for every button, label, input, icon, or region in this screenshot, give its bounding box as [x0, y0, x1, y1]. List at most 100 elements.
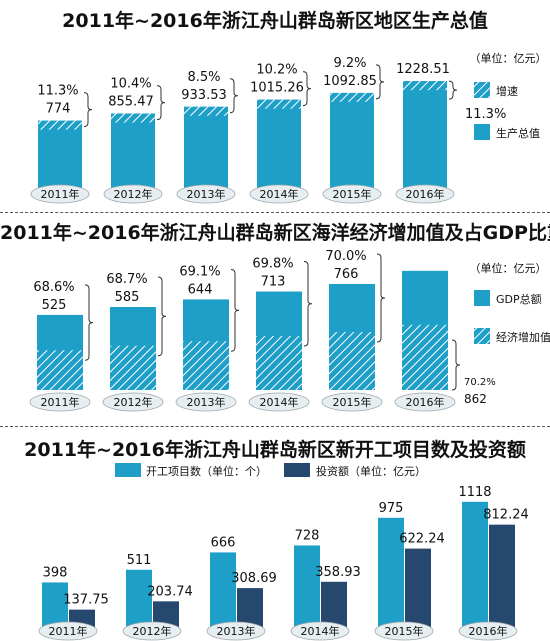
investment-value-label-2: 308.69 — [231, 571, 277, 586]
investment-bar-2 — [237, 588, 263, 627]
projects-x-label-5: 2016年 — [469, 624, 508, 638]
gdp-value-label-3: 1015.26 — [250, 81, 304, 96]
gdp-value-label-5: 1228.51 — [396, 62, 450, 77]
growth-rate-label-4: 9.2% — [333, 56, 366, 71]
investment-bar-4 — [405, 548, 431, 627]
marine-value-bar-0 — [37, 350, 83, 390]
projects-value-label-1: 511 — [127, 553, 152, 568]
marine-economy-chart: 68.6% 525 2011年 68.7% 585 2012年 69.1% 644 2013年 6… — [29, 249, 550, 412]
legend-gdp-total-label: GDP总额 — [496, 292, 542, 306]
marine-x-label-5-base — [394, 392, 456, 412]
legend-growth-swatch — [474, 82, 490, 98]
growth-brace-1 — [156, 85, 166, 121]
marine-value-label-5: 862 — [464, 392, 487, 406]
projects-bar-3 — [294, 545, 320, 627]
growth-bar-0 — [38, 120, 82, 130]
legend-investment-swatch — [284, 463, 310, 477]
projects-value-label-2: 666 — [211, 535, 236, 550]
marine-x-label-1: 2012年 — [114, 395, 153, 409]
legend-projects-label: 开工项目数（单位：个） — [146, 464, 267, 478]
marine-economy-chart-section: 2011年~2016年浙江舟山群岛新区海洋经济增加值及占GDP比重 68.6% 5… — [0, 210, 550, 425]
marine-value-label-1: 585 — [115, 290, 140, 305]
marine-brace-5 — [451, 339, 461, 391]
gdp-value-label-2: 933.53 — [181, 88, 227, 103]
gdp-x-label-4: 2015年 — [333, 187, 372, 201]
marine-x-label-4: 2015年 — [333, 395, 372, 409]
growth-brace-4 — [375, 64, 385, 100]
gdp-x-label-2-base — [176, 184, 236, 204]
share-label-5: 70.2% — [464, 377, 496, 388]
projects-x-label-0: 2011年 — [49, 624, 88, 638]
gdp-value-label-0: 774 — [46, 102, 71, 117]
projects-x-label-1: 2012年 — [133, 624, 172, 638]
marine-x-label-4-base — [321, 392, 383, 412]
gdp-x-label-3: 2014年 — [260, 187, 299, 201]
projects-bar-0 — [42, 582, 68, 627]
share-label-0: 68.6% — [33, 280, 74, 295]
legend-gdp-label: 生产总值 — [496, 126, 540, 140]
growth-rate-label-3: 10.2% — [256, 63, 297, 78]
gdp-x-label-3-base — [249, 184, 309, 204]
marine-x-label-5: 2016年 — [406, 395, 445, 409]
growth-bar-5 — [403, 81, 447, 91]
projects-chart-title: 2011年~2016年浙江舟山群岛新区新开工项目数及投资额 — [24, 439, 526, 461]
gdp-x-label-4-base — [322, 184, 382, 204]
marine-value-label-0: 525 — [42, 298, 67, 313]
marine-value-bar-5 — [402, 324, 448, 390]
projects-bar-2 — [210, 552, 236, 627]
projects-x-label-4-base — [374, 621, 434, 641]
growth-bar-2 — [184, 106, 228, 116]
gdp-bar-0 — [38, 120, 82, 188]
growth-rate-label-5: 11.3% — [465, 107, 506, 122]
growth-brace-2 — [229, 78, 239, 114]
share-label-2: 69.1% — [179, 264, 220, 279]
marine-brace-1 — [157, 276, 167, 357]
projects-value-label-0: 398 — [43, 565, 68, 580]
projects-x-label-3-base — [290, 621, 350, 641]
gdp-x-label-0: 2011年 — [41, 187, 80, 201]
marine-brace-4 — [376, 253, 386, 343]
investment-value-label-5: 812.24 — [483, 508, 529, 523]
growth-rate-label-1: 10.4% — [110, 77, 151, 92]
share-label-1: 68.7% — [106, 272, 147, 287]
gdp-value-label-1: 855.47 — [108, 95, 154, 110]
marine-economy-chart-title: 2011年~2016年浙江舟山群岛新区海洋经济增加值及占GDP比重 — [0, 222, 550, 244]
projects-value-label-4: 975 — [379, 501, 404, 516]
marine-value-bar-3 — [256, 336, 302, 390]
marine-brace-2 — [230, 268, 240, 352]
growth-bar-3 — [257, 99, 301, 109]
gdp-x-label-5-base — [395, 184, 455, 204]
marine-value-label-2: 644 — [188, 282, 213, 297]
investment-value-label-1: 203.74 — [147, 584, 193, 599]
marine-value-bar-1 — [110, 345, 156, 390]
projects-bar-1 — [126, 569, 152, 627]
marine-x-label-3-base — [248, 392, 310, 412]
marine-x-label-0-base — [29, 392, 91, 412]
marine-x-label-0: 2011年 — [41, 395, 80, 409]
gdp-value-label-4: 1092.85 — [323, 74, 377, 89]
projects-x-label-2-base — [206, 621, 266, 641]
projects-x-label-1-base — [122, 621, 182, 641]
gdp-x-label-5: 2016年 — [406, 187, 445, 201]
investment-value-label-0: 137.75 — [63, 593, 109, 608]
growth-bar-1 — [111, 113, 155, 123]
legend-investment-label: 投资额（单位：亿元） — [316, 464, 426, 478]
investment-bar-5 — [489, 524, 515, 627]
gdp-x-label-1-base — [103, 184, 163, 204]
legend-projects-swatch — [115, 463, 141, 477]
share-label-3: 69.8% — [252, 257, 293, 272]
marine-value-label-3: 713 — [261, 275, 286, 290]
marine-x-label-3: 2014年 — [260, 395, 299, 409]
investment-value-label-4: 622.24 — [399, 532, 445, 547]
marine-value-label-4: 766 — [334, 267, 359, 282]
projects-x-label-0-base — [38, 621, 98, 641]
legend-marine-swatch — [474, 328, 490, 344]
gdp-bar-2 — [184, 106, 228, 188]
projects-value-label-3: 728 — [295, 528, 320, 543]
projects-x-label-4: 2015年 — [385, 624, 424, 638]
gdp-bar-4 — [330, 92, 374, 188]
marine-x-label-2-base — [175, 392, 237, 412]
gdp-chart: 774 11.3% 2011年 855.47 10.4% 2012年 933.53 8.5% 2… — [30, 51, 547, 204]
growth-brace-3 — [302, 71, 312, 107]
growth-rate-label-0: 11.3% — [37, 84, 78, 99]
